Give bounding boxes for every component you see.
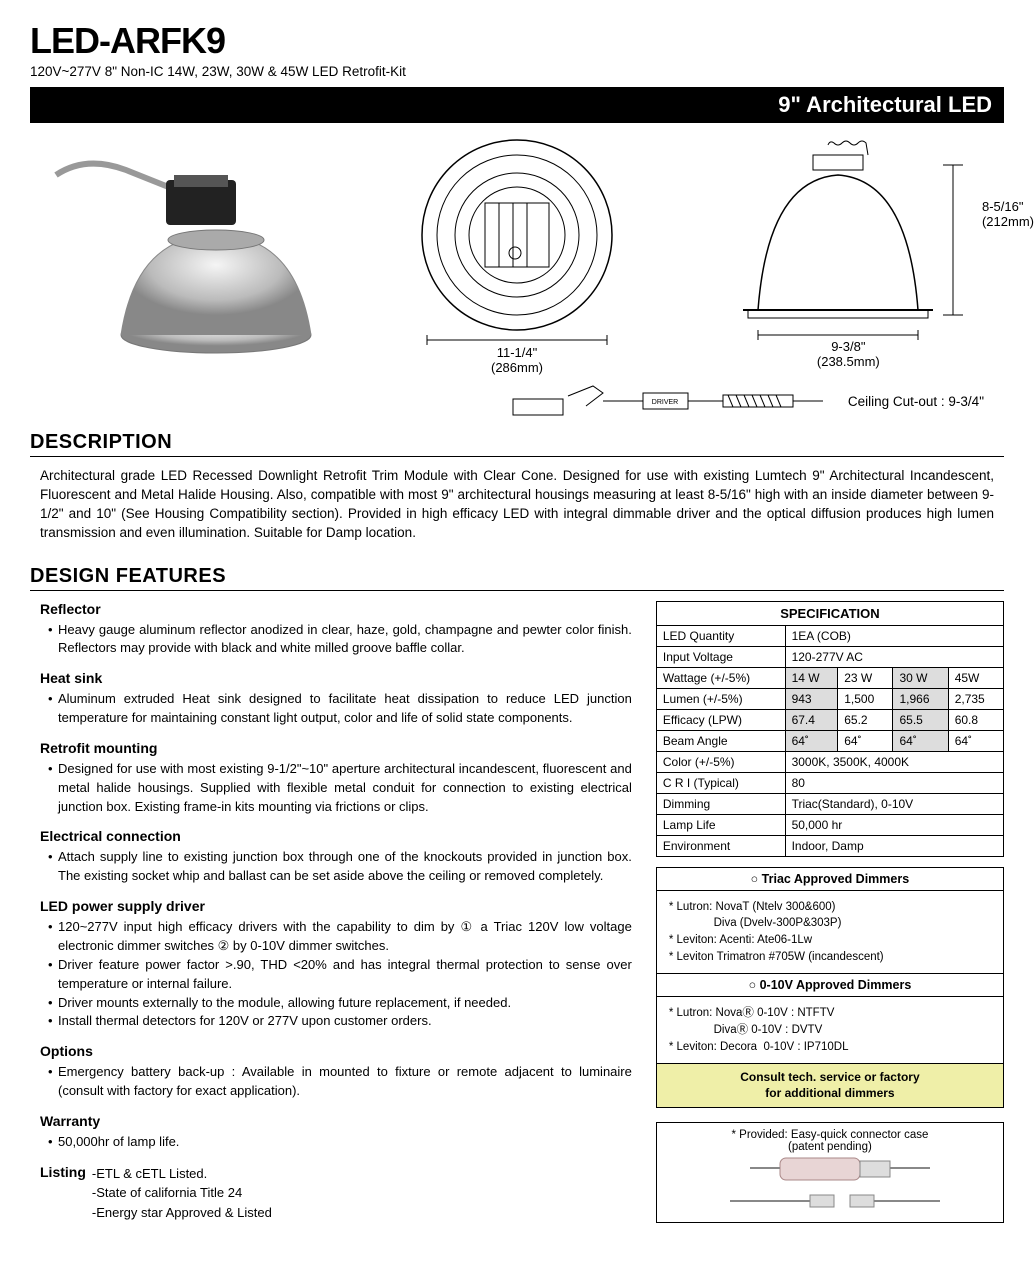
- feature-heading: Electrical connection: [40, 828, 632, 844]
- category-bar: 9" Architectural LED: [30, 87, 1004, 123]
- ceiling-cutout: Ceiling Cut-out : 9-3/4": [848, 394, 984, 409]
- feature-item: Heavy gauge aluminum reflector anodized …: [48, 621, 632, 659]
- bottom-view-diagram: [407, 135, 627, 345]
- connector-diagram: [710, 1153, 950, 1213]
- feature-item: Driver mounts externally to the module, …: [48, 994, 632, 1013]
- feature-list: Attach supply line to existing junction …: [40, 848, 632, 886]
- triac-dimmers-heading: ○ Triac Approved Dimmers: [656, 867, 1004, 891]
- dim-height: 8-5/16": [982, 199, 1034, 214]
- dim-side-mm: (238.5mm): [817, 354, 880, 369]
- dim-bottom-mm: (286mm): [491, 360, 543, 375]
- zero10v-dimmers-list: * Lutron: NovaⓇ 0-10V : NTFTV DivaⓇ 0-10…: [656, 997, 1004, 1064]
- feature-list: Designed for use with most existing 9-1/…: [40, 760, 632, 817]
- svg-text:DRIVER: DRIVER: [652, 399, 678, 406]
- side-view-diagram: [718, 135, 978, 345]
- description-heading: DESCRIPTION: [30, 431, 1004, 457]
- feature-item: Aluminum extruded Heat sink designed to …: [48, 690, 632, 728]
- feature-item: Driver feature power factor >.90, THD <2…: [48, 956, 632, 994]
- feature-list: Emergency battery back-up : Available in…: [40, 1063, 632, 1101]
- feature-heading: LED power supply driver: [40, 898, 632, 914]
- zero10v-dimmers-heading: ○ 0-10V Approved Dimmers: [656, 974, 1004, 997]
- feature-list: 120~277V input high efficacy drivers wit…: [40, 918, 632, 1031]
- feature-item: Install thermal detectors for 120V or 27…: [48, 1012, 632, 1031]
- product-title: LED-ARFK9: [30, 20, 1004, 62]
- triac-dimmers-list: * Lutron: NovaT (Ntelv 300&600) Diva (Dv…: [656, 891, 1004, 975]
- features-column: Reflector Heavy gauge aluminum reflector …: [30, 601, 632, 1224]
- diagram-row: 11-1/4" (286mm) 8-5/16" (212mm) 9-3/8" (…: [30, 135, 1004, 375]
- product-photo: [46, 135, 326, 355]
- feature-item: 50,000hr of lamp life.: [48, 1133, 632, 1152]
- driver-assembly-diagram: DRIVER: [508, 381, 828, 421]
- spec-column: SPECIFICATION LED Quantity1EA (COB) Inpu…: [656, 601, 1004, 1224]
- feature-item: Designed for use with most existing 9-1/…: [48, 760, 632, 817]
- feature-heading: Retrofit mounting: [40, 740, 632, 756]
- dim-side-w: 9-3/8": [831, 339, 865, 354]
- description-text: Architectural grade LED Recessed Downlig…: [30, 467, 1004, 543]
- feature-list: Heavy gauge aluminum reflector anodized …: [40, 621, 632, 659]
- dim-bottom-w: 11-1/4": [497, 345, 538, 360]
- feature-item: Attach supply line to existing junction …: [48, 848, 632, 886]
- dimmer-warning: Consult tech. service or factoryfor addi…: [656, 1064, 1004, 1108]
- feature-heading: Options: [40, 1043, 632, 1059]
- connector-box: * Provided: Easy-quick connector case (p…: [656, 1122, 1004, 1223]
- feature-heading: Heat sink: [40, 670, 632, 686]
- feature-item: 120~277V input high efficacy drivers wit…: [48, 918, 632, 956]
- features-heading: DESIGN FEATURES: [30, 565, 1004, 591]
- dim-height-mm: (212mm): [982, 214, 1034, 229]
- feature-heading: Warranty: [40, 1113, 632, 1129]
- feature-list: Aluminum extruded Heat sink designed to …: [40, 690, 632, 728]
- product-subtitle: 120V~277V 8" Non-IC 14W, 23W, 30W & 45W …: [30, 64, 1004, 79]
- listing-items: -ETL & cETL Listed.-State of california …: [92, 1164, 272, 1223]
- feature-item: Emergency battery back-up : Available in…: [48, 1063, 632, 1101]
- spec-table: SPECIFICATION LED Quantity1EA (COB) Inpu…: [656, 601, 1004, 857]
- listing-label: Listing: [40, 1164, 86, 1223]
- feature-list: 50,000hr of lamp life.: [40, 1133, 632, 1152]
- feature-heading: Reflector: [40, 601, 632, 617]
